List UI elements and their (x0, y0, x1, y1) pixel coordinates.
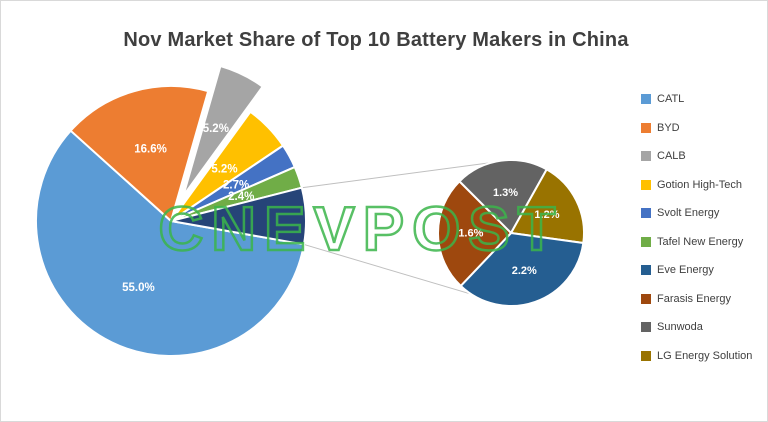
legend-label-lg-energy-solution: LG Energy Solution (657, 349, 753, 362)
main-pie-slice-catl (35, 129, 305, 357)
legend-item-farasis-energy: Farasis Energy (641, 293, 752, 305)
main-pie-slice-byd (69, 85, 210, 222)
legend-swatch-byd (641, 122, 651, 133)
legend-swatch-tafel-new-energy (641, 236, 651, 247)
legend-label-eve-energy: Eve Energy (657, 264, 714, 276)
main-pie-slice-calb (182, 65, 264, 197)
main-slice-label-catl: 55.0% (122, 282, 155, 294)
legend-label-sunwoda: Sunwoda (657, 321, 703, 333)
legend-item-svolt-energy: Svolt Energy (641, 207, 752, 219)
legend-swatch-catl (641, 94, 651, 104)
main-slice-label-gotion-high-tech: 5.2% (211, 163, 237, 175)
legend-label-farasis-energy: Farasis Energy (657, 292, 731, 305)
legend-label-catl: CATL (657, 93, 685, 105)
legend-item-tafel-new-energy: Tafel New Energy (641, 236, 752, 248)
legend-item-calb: CALB (641, 150, 752, 162)
legend-label-tafel-new-energy: Tafel New Energy (657, 235, 744, 248)
secondary-pie-slice-eve-energy (459, 232, 585, 307)
secondary-slice-label-lg-energy-solution: 1.2% (534, 209, 559, 221)
legend-item-byd: BYD (641, 122, 752, 134)
legend-item-sunwoda: Sunwoda (641, 321, 752, 333)
legend-label-svolt-energy: Svolt Energy (657, 207, 720, 219)
secondary-pie-slice-sunwoda (458, 159, 548, 234)
legend-swatch-calb (641, 151, 651, 161)
legend: CATL BYD CALB Gotion High-Tech Svolt Energy T… (641, 93, 752, 362)
legend-swatch-eve-energy (641, 265, 651, 275)
legend-item-gotion-high-tech: Gotion High-Tech (641, 179, 752, 191)
series-connector-line-top (301, 159, 512, 189)
legend-item-catl: CATL (641, 93, 752, 105)
legend-label-byd: BYD (657, 121, 680, 134)
main-slice-label-tafel-new-energy: 2.4% (228, 191, 254, 203)
main-pie-slice-other (170, 186, 307, 246)
legend-item-eve-energy: Eve Energy (641, 264, 752, 276)
chart-title: Nov Market Share of Top 10 Battery Maker… (123, 29, 629, 51)
legend-item-lg-energy-solution: LG Energy Solution (641, 350, 752, 362)
secondary-slice-label-farasis-energy: 1.6% (458, 227, 483, 239)
legend-swatch-svolt-energy (641, 208, 651, 218)
main-slice-label-svolt-energy: 2.7% (223, 179, 249, 191)
legend-swatch-lg-energy-solution (641, 350, 651, 361)
main-slice-label-byd: 16.6% (134, 144, 167, 156)
legend-label-gotion-high-tech: Gotion High-Tech (657, 178, 742, 191)
legend-swatch-gotion-high-tech (641, 179, 651, 190)
secondary-pie-slice-farasis-energy (437, 180, 512, 287)
main-slice-label-calb: 5.2% (203, 123, 229, 135)
legend-swatch-farasis-energy (641, 293, 651, 304)
secondary-slice-label-sunwoda: 1.3% (493, 187, 518, 199)
secondary-slice-label-eve-energy: 2.2% (512, 265, 537, 277)
legend-swatch-sunwoda (641, 322, 651, 332)
legend-label-calb: CALB (657, 150, 686, 162)
secondary-pie-slice-lg-energy-solution (510, 168, 585, 244)
